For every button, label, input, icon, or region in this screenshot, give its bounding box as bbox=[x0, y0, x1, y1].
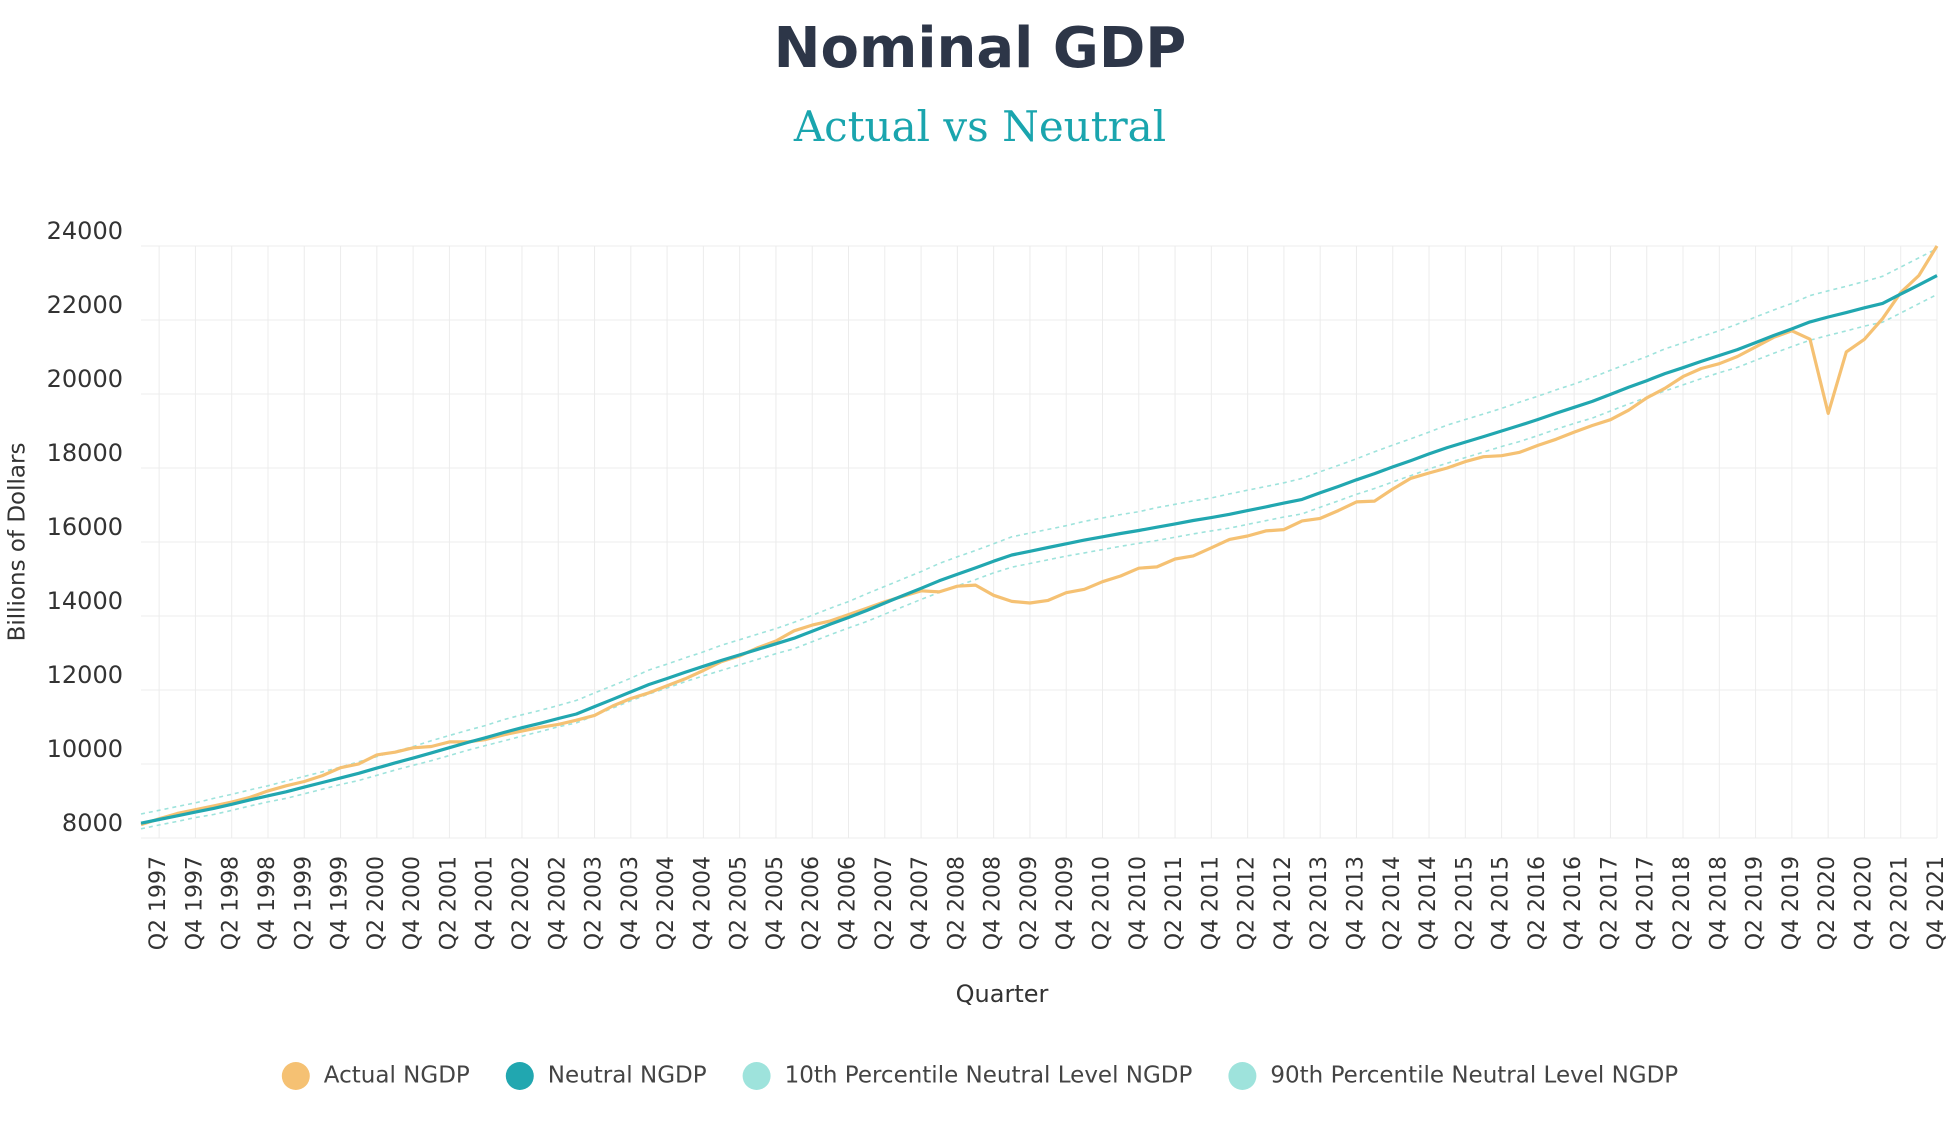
chart-subtitle: Actual vs Neutral bbox=[793, 102, 1166, 151]
x-tick-label: Q2 2019 bbox=[1743, 856, 1768, 950]
y-tick-label: 14000 bbox=[47, 587, 123, 615]
legend-marker bbox=[505, 1062, 534, 1090]
x-tick-label: Q4 2002 bbox=[545, 856, 570, 950]
x-tick-label: Q4 2007 bbox=[908, 856, 933, 950]
percentile-line bbox=[140, 293, 1938, 830]
chart-title: Nominal GDP bbox=[774, 16, 1187, 81]
x-tick-label: Q4 2013 bbox=[1343, 856, 1368, 950]
y-axis-title: Billions of Dollars bbox=[5, 443, 31, 642]
percentile-line bbox=[140, 247, 1938, 815]
x-tick-label: Q4 2017 bbox=[1634, 856, 1659, 950]
x-tick-label: Q2 1997 bbox=[146, 856, 171, 950]
x-tick-label: Q2 2008 bbox=[944, 856, 969, 950]
x-tick-label: Q2 2018 bbox=[1670, 856, 1695, 950]
x-tick-label: Q4 2015 bbox=[1489, 856, 1514, 950]
x-tick-label: Q4 2014 bbox=[1416, 856, 1441, 950]
x-tick-label: Q4 2020 bbox=[1851, 856, 1876, 950]
x-tick-label: Q4 2005 bbox=[763, 856, 788, 950]
x-tick-label: Q4 2016 bbox=[1561, 856, 1586, 950]
x-tick-label: Q2 2011 bbox=[1162, 856, 1187, 950]
y-tick-label: 8000 bbox=[62, 809, 123, 837]
x-tick-label: Q4 2018 bbox=[1706, 856, 1731, 950]
legend-label: Neutral NGDP bbox=[548, 1063, 707, 1089]
x-tick-label: Q2 1999 bbox=[291, 856, 316, 950]
x-tick-label: Q2 2013 bbox=[1307, 856, 1332, 950]
legend-label: Actual NGDP bbox=[324, 1063, 470, 1089]
x-tick-label: Q2 2003 bbox=[582, 856, 607, 950]
x-tick-label: Q4 2006 bbox=[836, 856, 861, 950]
legend-label: 90th Percentile Neutral Level NGDP bbox=[1270, 1063, 1678, 1089]
x-tick-label: Q4 2000 bbox=[400, 856, 425, 950]
x-tick-label: Q2 2001 bbox=[436, 856, 461, 950]
x-tick-label: Q4 2021 bbox=[1924, 856, 1949, 950]
x-tick-label: Q4 2010 bbox=[1126, 856, 1151, 950]
x-tick-label: Q4 2009 bbox=[1053, 856, 1078, 950]
x-tick-label: Q2 2010 bbox=[1089, 856, 1114, 950]
legend-marker bbox=[281, 1062, 310, 1090]
y-tick-label: 16000 bbox=[47, 513, 123, 541]
x-tick-label: Q2 2004 bbox=[654, 856, 679, 950]
x-tick-label: Q2 2012 bbox=[1235, 856, 1260, 950]
x-tick-label: Q4 1999 bbox=[328, 856, 353, 950]
y-tick-label: 18000 bbox=[47, 439, 123, 467]
y-tick-label: 12000 bbox=[47, 661, 123, 689]
x-axis-title: Quarter bbox=[956, 980, 1049, 1008]
series-line bbox=[140, 274, 1938, 825]
x-tick-label: Q2 2020 bbox=[1815, 856, 1840, 950]
x-tick-label: Q2 2016 bbox=[1525, 856, 1550, 950]
legend-marker bbox=[742, 1062, 771, 1090]
x-tick-label: Q4 1998 bbox=[255, 856, 280, 950]
x-tick-label: Q2 2006 bbox=[799, 856, 824, 950]
x-tick-label: Q4 2003 bbox=[618, 856, 643, 950]
x-tick-label: Q2 2009 bbox=[1017, 856, 1042, 950]
x-tick-label: Q2 2017 bbox=[1597, 856, 1622, 950]
x-tick-label: Q2 2014 bbox=[1380, 856, 1405, 950]
series-line bbox=[140, 245, 1939, 827]
x-tick-label: Q2 2021 bbox=[1888, 856, 1913, 950]
x-tick-label: Q2 2005 bbox=[727, 856, 752, 950]
y-tick-label: 10000 bbox=[47, 735, 123, 763]
legend-marker bbox=[1228, 1062, 1257, 1090]
x-tick-label: Q2 2015 bbox=[1452, 856, 1477, 950]
x-tick-label: Q4 1997 bbox=[182, 856, 207, 950]
y-tick-label: 20000 bbox=[47, 365, 123, 393]
x-tick-label: Q4 2012 bbox=[1271, 856, 1296, 950]
legend-label: 10th Percentile Neutral Level NGDP bbox=[785, 1063, 1193, 1089]
x-tick-label: Q4 2011 bbox=[1198, 856, 1223, 950]
x-tick-label: Q4 2001 bbox=[473, 856, 498, 950]
y-tick-label: 22000 bbox=[47, 291, 123, 319]
x-tick-label: Q4 2008 bbox=[981, 856, 1006, 950]
x-tick-label: Q2 2002 bbox=[509, 856, 534, 950]
x-tick-label: Q2 1998 bbox=[219, 856, 244, 950]
x-tick-label: Q4 2019 bbox=[1779, 856, 1804, 950]
x-tick-label: Q2 2000 bbox=[364, 856, 389, 950]
x-tick-label: Q2 2007 bbox=[872, 856, 897, 950]
x-tick-label: Q4 2004 bbox=[690, 856, 715, 950]
y-tick-label: 24000 bbox=[47, 217, 123, 245]
